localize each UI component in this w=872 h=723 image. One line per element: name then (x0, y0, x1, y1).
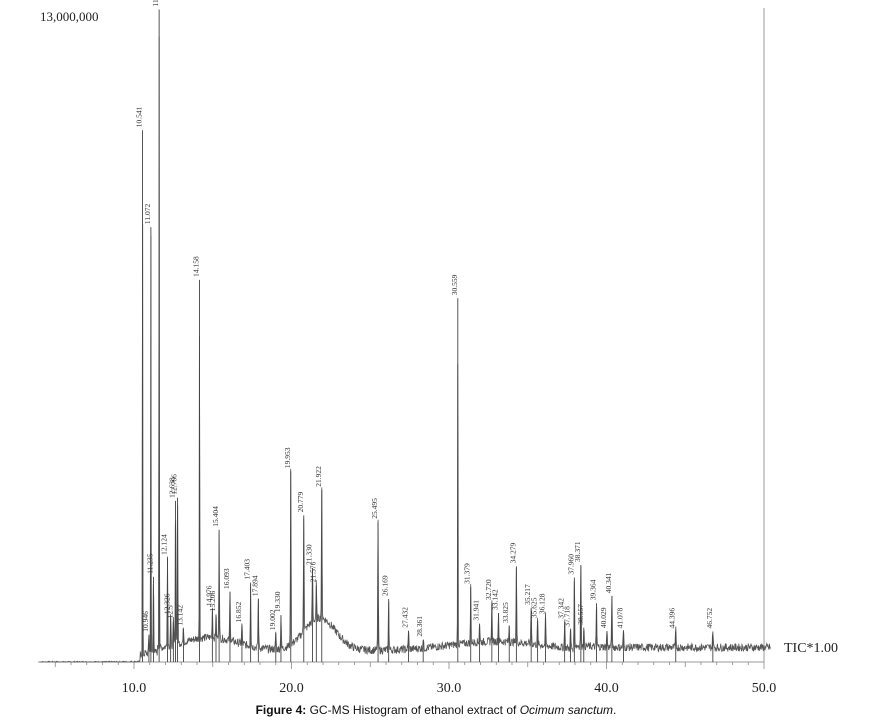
peak-label: 27.432 (401, 607, 410, 628)
peak-label: 37.960 (566, 554, 575, 575)
x-tick-label: 40.0 (594, 681, 619, 696)
peak-label: 26.169 (381, 575, 390, 596)
caption-species: Ocimum sanctum (519, 703, 614, 717)
peak-label: 13.142 (175, 605, 184, 626)
peak-label: 33.142 (490, 589, 499, 610)
x-tick-label: 20.0 (279, 681, 304, 696)
x-tick-label: 50.0 (752, 681, 777, 696)
peak-label: 33.825 (501, 602, 510, 623)
peak-label: 12.638 (168, 477, 177, 498)
chromatogram-chart: 10.0 20.0 30.0 40.0 50.0 10.54110.94611.0721… (38, 0, 838, 696)
peak-label: 37.342 (557, 598, 566, 619)
peak-label: 14.976 (204, 585, 213, 606)
peak-label: 38.557 (576, 604, 585, 625)
peak-label: 19.953 (283, 447, 292, 468)
y-axis-max-label: 13,000,000 (40, 9, 99, 24)
peak-label: 37.718 (563, 606, 572, 627)
figure-caption: Figure 4: GC-MS Histogram of ethanol ext… (0, 703, 872, 717)
peak-label: 28.361 (415, 616, 424, 637)
peak-label: 16.852 (234, 601, 243, 622)
peak-label: 31.379 (463, 563, 472, 584)
chart-axes: 10.0 20.0 30.0 40.0 50.0 (38, 8, 776, 696)
peak-label: 21.330 (304, 544, 313, 565)
peak-label: 38.371 (573, 541, 582, 562)
peak-label: 25.495 (370, 498, 379, 519)
peak-label: 16.093 (222, 568, 231, 589)
peak-label: 35.625 (530, 597, 539, 618)
peak-label: 36.128 (538, 593, 547, 614)
tic-signal (39, 9, 771, 663)
peak-labels: 10.541 10.946 11.072 11.235 11.596 12.124 12.3… (135, 0, 714, 637)
peak-label: 31.941 (472, 600, 481, 621)
peak-label: 11.235 (145, 553, 154, 574)
peak-label: 12.326 (163, 593, 172, 614)
peak-label: 12.5 (165, 605, 174, 618)
tic-trace (39, 36, 771, 663)
peak-label: 19.330 (273, 591, 282, 612)
peak-label: 11.596 (151, 0, 160, 6)
caption-text: GC-MS Histogram of ethanol extract of (306, 703, 520, 717)
peak-label: 21.576 (308, 561, 317, 582)
peak-label: 14.158 (191, 256, 200, 277)
peak-label: 10.946 (141, 611, 150, 632)
caption-end: . (613, 703, 617, 717)
peak-label: 21.922 (314, 466, 323, 487)
peak-label: 10.541 (135, 106, 144, 127)
peak-label: 32.720 (484, 579, 493, 600)
peak-label: 20.779 (296, 491, 305, 512)
peak-label: 39.364 (588, 579, 597, 600)
x-tick-label: 10.0 (122, 681, 147, 696)
peak-label: 40.029 (599, 607, 608, 628)
peak-label: 44.396 (668, 608, 677, 629)
peak-label: 35.217 (523, 584, 532, 605)
peak-label: 30.559 (450, 274, 459, 295)
peak-label: 12.124 (159, 534, 168, 555)
peak-label: 41.078 (615, 607, 624, 628)
peak-label: 17.894 (250, 575, 259, 596)
peak-label: 11.072 (143, 203, 152, 224)
tic-label: TIC*1.00 (784, 641, 838, 656)
figure-number: Figure 4: (255, 703, 307, 717)
peak-label: 15.404 (211, 506, 220, 527)
peak-label: 19.002 (268, 609, 277, 630)
peak-label: 12.766 (170, 474, 179, 495)
peak-label: 46.752 (705, 608, 714, 629)
peak-label: 40.341 (604, 572, 613, 593)
peak-label: 34.279 (508, 542, 517, 563)
peak-label: 15.206 (208, 590, 217, 611)
x-tick-label: 30.0 (437, 681, 462, 696)
peak-label: 17.403 (243, 559, 252, 580)
